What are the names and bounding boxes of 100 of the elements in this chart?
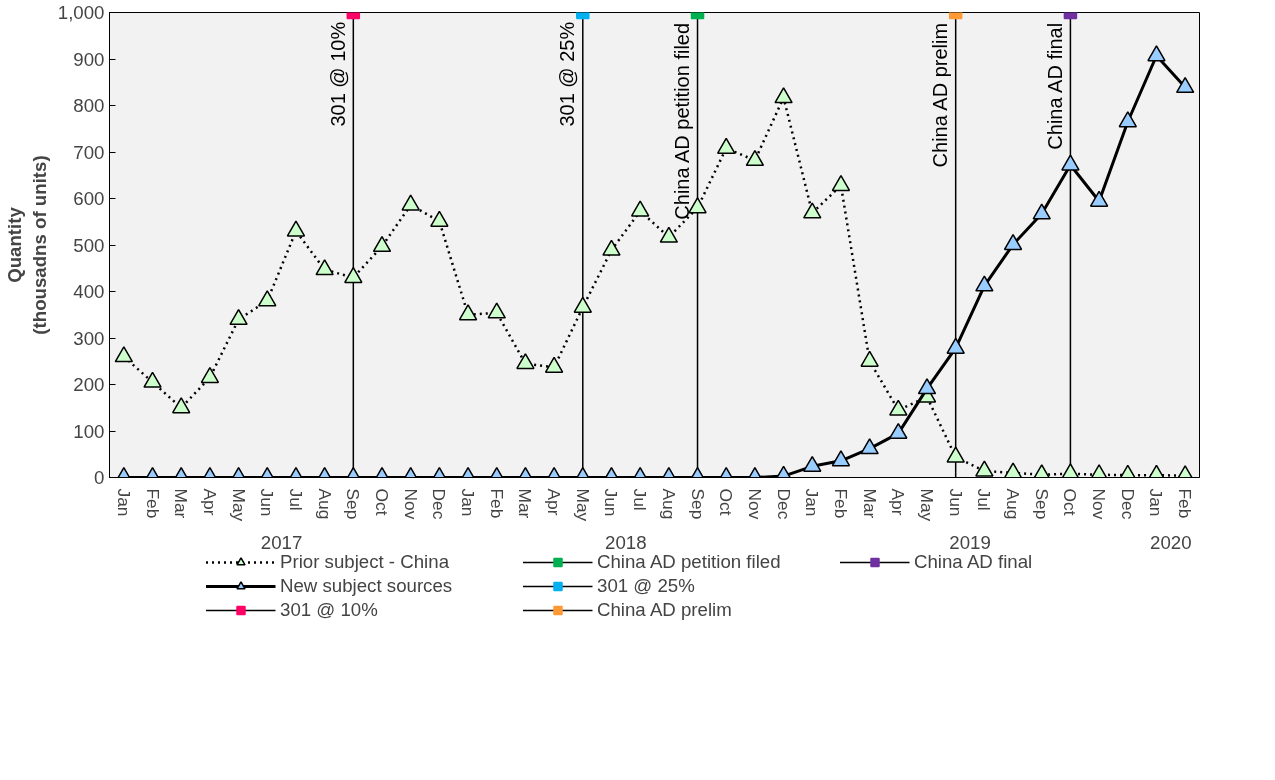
x-tick-label: Feb bbox=[830, 488, 851, 519]
point bbox=[1118, 111, 1138, 128]
point bbox=[1061, 154, 1080, 171]
x-tick-label: Mar bbox=[859, 488, 880, 519]
x-tick-label: Apr bbox=[199, 488, 220, 516]
y-tick-label: 0 bbox=[94, 467, 105, 488]
point bbox=[889, 422, 908, 439]
legend-label: New subject sources bbox=[280, 575, 454, 597]
x-tick-label: Dec bbox=[429, 488, 450, 520]
y-axis-title: Quantity (thousadns of units) bbox=[3, 155, 50, 335]
point bbox=[659, 226, 679, 243]
text: 2017 bbox=[260, 531, 303, 553]
x-tick-label: Jan bbox=[1146, 488, 1167, 517]
y-tick-label: 300 bbox=[73, 327, 105, 349]
point bbox=[430, 210, 449, 227]
y-tick-label: 800 bbox=[73, 95, 105, 116]
point bbox=[1089, 190, 1109, 207]
ref-line-label: China AD petition filed bbox=[671, 22, 694, 220]
x-tick-label: Apr bbox=[544, 488, 565, 516]
point bbox=[917, 378, 937, 395]
point bbox=[229, 308, 248, 326]
y-tick-label: 200 bbox=[73, 374, 105, 395]
point bbox=[889, 399, 908, 416]
y-tick-label: 100 bbox=[73, 420, 105, 442]
x-tick-label: Jun bbox=[601, 488, 622, 517]
point bbox=[171, 397, 191, 414]
legend-label: China AD petition filed bbox=[597, 551, 782, 573]
x-tick-label: Feb bbox=[1175, 488, 1196, 519]
x-tick-label: May bbox=[572, 488, 593, 522]
x-tick-label: Feb bbox=[142, 488, 163, 519]
ref-line-label: 301 @ 10% bbox=[327, 21, 350, 127]
point bbox=[344, 266, 363, 284]
ref-line-label: China AD final bbox=[1044, 22, 1067, 150]
point bbox=[286, 220, 306, 237]
x-tick-label: Oct bbox=[1060, 488, 1081, 516]
point bbox=[745, 149, 765, 167]
point bbox=[946, 337, 965, 354]
x-tick-label: Jun bbox=[257, 488, 278, 517]
x-tick-label: May bbox=[228, 488, 249, 522]
point bbox=[372, 235, 392, 253]
x-tick-label: May bbox=[917, 488, 937, 522]
ref-line-label: 301 @ 25% bbox=[556, 21, 579, 127]
point bbox=[1032, 203, 1051, 220]
legend-label: 301 @ 10% bbox=[280, 599, 379, 621]
x-tick-label: Sep bbox=[343, 488, 364, 520]
point bbox=[831, 174, 851, 192]
point bbox=[1003, 233, 1023, 251]
x-tick-label: Jul bbox=[630, 488, 651, 511]
x-tick-label: Jan bbox=[113, 488, 134, 517]
x-tick-label: Dec bbox=[1117, 488, 1138, 520]
x-tick-label: Mar bbox=[515, 488, 536, 519]
point bbox=[688, 197, 707, 214]
point bbox=[458, 304, 478, 321]
x-tick-label: Mar bbox=[171, 488, 192, 519]
point bbox=[803, 455, 822, 472]
point bbox=[1175, 76, 1195, 94]
point bbox=[315, 259, 334, 276]
text: 2018 bbox=[605, 531, 647, 553]
point bbox=[975, 275, 994, 292]
y-tick-label: 500 bbox=[73, 234, 105, 256]
legend-label: Prior subject - China bbox=[280, 551, 450, 573]
point bbox=[774, 87, 793, 104]
x-tick-label: Jul bbox=[974, 488, 995, 511]
point bbox=[1003, 462, 1023, 478]
x-tick-label: Nov bbox=[744, 488, 765, 520]
x-tick-label: Aug bbox=[314, 488, 335, 520]
point bbox=[114, 346, 134, 363]
x-tick-label: Nov bbox=[1089, 488, 1110, 520]
x-tick-label: Jan bbox=[802, 488, 823, 517]
point bbox=[258, 290, 277, 307]
x-tick-label: Nov bbox=[400, 488, 421, 520]
point bbox=[143, 371, 162, 388]
text: 2019 bbox=[949, 531, 991, 553]
point bbox=[1147, 45, 1166, 62]
x-tick-label: Sep bbox=[1031, 488, 1052, 520]
y-tick-label: 1,000 bbox=[57, 2, 105, 23]
x-tick-label: Aug bbox=[1003, 488, 1024, 520]
point bbox=[573, 296, 593, 313]
y-tick-label: 400 bbox=[73, 281, 105, 302]
point bbox=[860, 350, 879, 367]
ref-line-label: China AD prelim bbox=[929, 22, 952, 168]
legend-label: China AD final bbox=[914, 551, 1034, 573]
point bbox=[975, 460, 994, 477]
point bbox=[946, 446, 965, 463]
x-tick-label: Oct bbox=[716, 488, 737, 516]
x-tick-label: Feb bbox=[486, 488, 507, 519]
x-tick-label: Sep bbox=[687, 488, 708, 520]
point bbox=[716, 137, 736, 154]
x-tick-label: Jan bbox=[458, 488, 479, 517]
x-tick-label: Jun bbox=[945, 488, 966, 517]
point bbox=[401, 194, 420, 211]
x-tick-label: Jul bbox=[285, 488, 306, 511]
x-tick-label: Dec bbox=[773, 488, 794, 520]
legend-label: 301 @ 25% bbox=[597, 575, 696, 597]
text: 2020 bbox=[1150, 531, 1192, 553]
point bbox=[516, 353, 535, 370]
point bbox=[200, 366, 220, 384]
point bbox=[544, 356, 564, 373]
y-tick-label: 600 bbox=[73, 188, 105, 209]
x-tick-label: Aug bbox=[658, 488, 679, 520]
